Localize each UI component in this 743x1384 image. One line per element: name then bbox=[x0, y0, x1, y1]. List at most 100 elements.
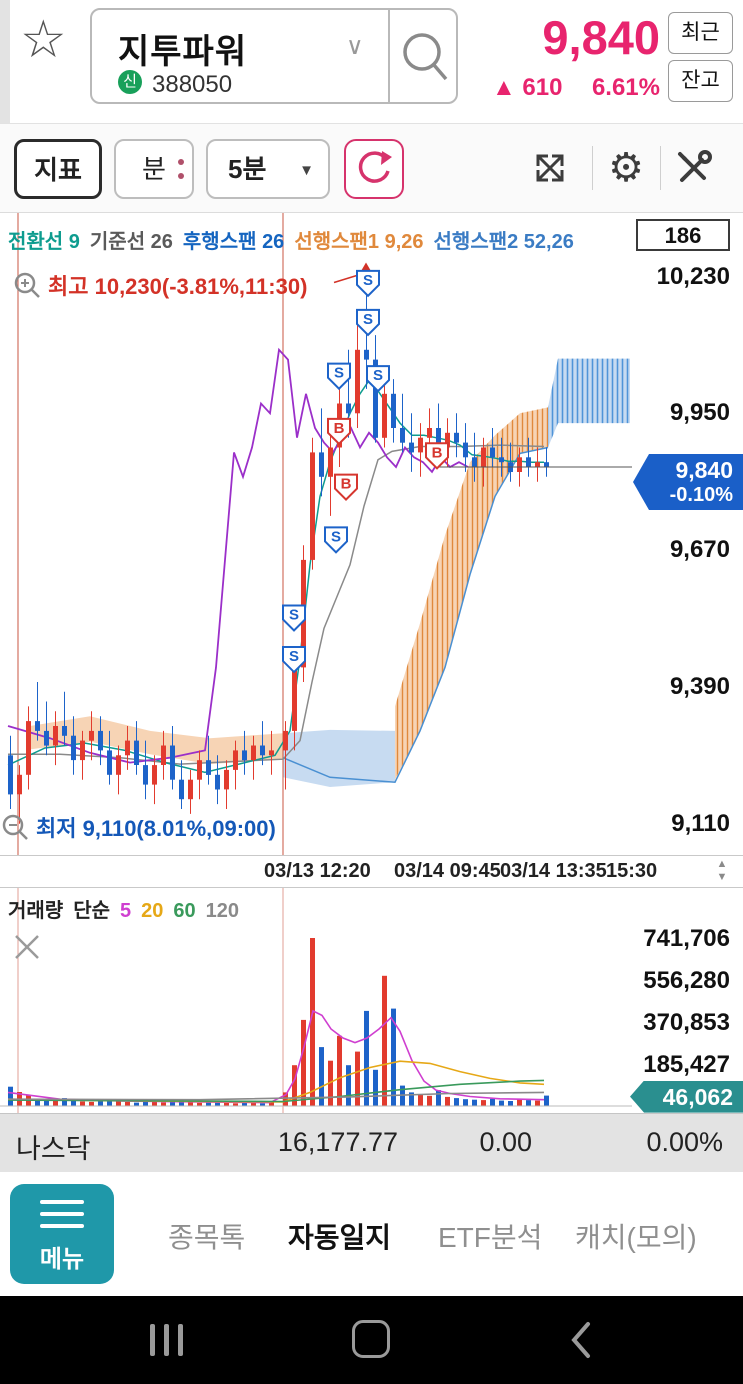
price-axis-label: 9,950 bbox=[669, 399, 730, 427]
legend-item: 선행스팬1 9,26 bbox=[294, 231, 424, 253]
volume-ma-label: 60 bbox=[173, 900, 196, 922]
volume-ma-label: 20 bbox=[141, 900, 164, 922]
nav-tab-4[interactable]: 캐치(모의) bbox=[575, 1222, 697, 1253]
svg-text:S: S bbox=[289, 606, 299, 623]
svg-text:S: S bbox=[289, 648, 299, 665]
bottom-nav: 메뉴 종목톡 자동일지 ETF분석 캐치(모의) bbox=[0, 1172, 743, 1296]
recents-icon[interactable] bbox=[150, 1324, 192, 1356]
chevron-down-icon[interactable]: ∨ bbox=[346, 33, 364, 60]
nav-tab-1[interactable]: 종목톡 bbox=[168, 1222, 246, 1253]
high-annotation: 최고 10,230(-3.81%,11:30) bbox=[12, 269, 307, 301]
legend-item: 전환선 9 bbox=[8, 231, 80, 253]
svg-text:S: S bbox=[363, 311, 373, 328]
price-chart[interactable]: S S S B B S S S S B 전환선 9 기준선 26 후행스팬 26 선행스팬1 9,26 선… bbox=[0, 213, 743, 855]
svg-text:B: B bbox=[341, 476, 352, 493]
low-annotation: 최저 9,110(8.01%,09:00) bbox=[0, 811, 276, 843]
caret-down-icon: ▼ bbox=[299, 162, 314, 179]
price-axis-label: 9,110 bbox=[671, 809, 730, 837]
axis-spinner[interactable]: ▲ ▼ bbox=[716, 858, 728, 883]
indicator-button[interactable]: 지표 bbox=[14, 139, 102, 199]
favorite-star-icon[interactable]: ☆ bbox=[20, 11, 67, 69]
minute-label: 분 bbox=[142, 154, 166, 184]
volume-legend: 거래량 단순 5 20 60 120 bbox=[8, 894, 249, 923]
change-value: ▲ 610 bbox=[492, 74, 563, 101]
scroll-strip bbox=[0, 0, 10, 123]
volume-legend-title: 거래량 bbox=[8, 900, 64, 922]
time-axis-label: 03/14 13:35 bbox=[500, 860, 607, 882]
volume-axis-label: 370,853 bbox=[643, 1009, 730, 1036]
menu-label: 메뉴 bbox=[39, 1246, 85, 1273]
nav-tab-2[interactable]: 자동일지 bbox=[288, 1222, 392, 1253]
settings-gear-icon[interactable]: ⚙ bbox=[608, 146, 644, 190]
android-navigation-bar bbox=[0, 1296, 743, 1384]
svg-text:S: S bbox=[331, 528, 341, 545]
menu-button[interactable]: 메뉴 bbox=[10, 1184, 114, 1284]
volume-ma-label: 120 bbox=[205, 900, 240, 922]
divider bbox=[660, 146, 661, 190]
change-percent: 6.61% bbox=[591, 74, 660, 101]
timeframe-label: 5분 bbox=[228, 154, 267, 184]
volume-axis-label: 741,706 bbox=[643, 925, 730, 952]
minute-button[interactable]: 분 bbox=[114, 139, 194, 199]
dot bbox=[178, 173, 184, 179]
current-price: 9,840 bbox=[542, 11, 660, 64]
header: ☆ 지투파워 ∨ 신 388050 9,840 ▲ 610 6.61% 최근 잔… bbox=[0, 0, 743, 123]
high-text: 최고 10,230(-3.81%,11:30) bbox=[48, 274, 308, 299]
price-axis-label: 9,670 bbox=[669, 536, 730, 564]
svg-text:B: B bbox=[432, 444, 443, 461]
current-price-tag: 9,840 -0.10% bbox=[633, 454, 743, 511]
volume-axis-label: 185,427 bbox=[643, 1050, 730, 1078]
svg-text:S: S bbox=[334, 365, 344, 382]
tag-price: 9,840 bbox=[675, 457, 733, 484]
zoom-out-icon[interactable] bbox=[0, 812, 30, 842]
index-strip[interactable]: 나스닥 16,177.77 0.00 0.00% bbox=[0, 1113, 743, 1172]
legend-item: 후행스팬 26 bbox=[182, 231, 285, 253]
balance-button[interactable]: 잔고 bbox=[668, 60, 733, 102]
nav-tab-3[interactable]: ETF분석 bbox=[438, 1222, 543, 1253]
divider bbox=[592, 146, 593, 190]
time-axis-label: 03/14 09:45 bbox=[394, 860, 501, 882]
zoom-in-icon[interactable] bbox=[12, 270, 42, 300]
time-axis-label: 15:30 bbox=[606, 860, 658, 882]
back-icon[interactable] bbox=[568, 1320, 594, 1360]
price-chart-canvas[interactable]: S S S B B S S S S B bbox=[0, 213, 632, 855]
tools-icon[interactable] bbox=[672, 146, 716, 190]
time-axis-label: 03/13 12:20 bbox=[264, 860, 371, 882]
volume-ma-label: 5 bbox=[120, 900, 132, 922]
new-stock-badge: 신 bbox=[118, 70, 142, 94]
volume-legend-type: 단순 bbox=[73, 900, 111, 922]
hamburger-icon bbox=[40, 1200, 84, 1236]
volume-axis-label: 556,280 bbox=[643, 966, 730, 994]
expand-icon[interactable] bbox=[528, 146, 572, 190]
stock-name: 지투파워 bbox=[118, 33, 248, 71]
timeframe-dropdown[interactable]: 5분 ▼ bbox=[206, 139, 330, 199]
price-axis-label: 10,230 bbox=[656, 262, 730, 290]
home-icon[interactable] bbox=[352, 1320, 390, 1358]
low-text: 최저 9,110(8.01%,09:00) bbox=[36, 816, 276, 841]
price-axis-label: 9,390 bbox=[669, 672, 730, 700]
refresh-button[interactable] bbox=[344, 139, 404, 199]
legend-item: 선행스팬2 52,26 bbox=[433, 231, 574, 253]
volume-chart-canvas[interactable] bbox=[0, 888, 632, 1113]
stock-selector[interactable]: 지투파워 ∨ 신 388050 bbox=[90, 8, 458, 104]
volume-chart[interactable]: 거래량 단순 5 20 60 120 741,706 556,280 370,853 185,4… bbox=[0, 888, 743, 1113]
index-percent: 0.00% bbox=[646, 1127, 723, 1157]
dot bbox=[178, 159, 184, 165]
legend-item: 기준선 26 bbox=[89, 231, 173, 253]
index-change: 0.00 bbox=[479, 1127, 532, 1157]
refresh-icon bbox=[358, 151, 392, 183]
index-name: 나스닥 bbox=[16, 1134, 91, 1164]
tag-percent: -0.10% bbox=[669, 484, 733, 507]
recent-button[interactable]: 최근 bbox=[668, 12, 733, 54]
search-button[interactable] bbox=[390, 10, 458, 102]
candle-count-box: 186 bbox=[636, 219, 730, 251]
price-change: ▲ 610 6.61% bbox=[492, 74, 660, 102]
close-icon[interactable] bbox=[12, 932, 42, 962]
svg-text:S: S bbox=[373, 367, 383, 384]
svg-text:B: B bbox=[334, 420, 345, 437]
indicator-legend: 전환선 9 기준선 26 후행스팬 26 선행스팬1 9,26 선행스팬2 52,26 bbox=[8, 225, 584, 254]
time-axis[interactable]: 03/13 12:20 03/14 09:45 03/14 13:35 15:30 ▲… bbox=[0, 855, 743, 888]
divider bbox=[388, 10, 390, 102]
svg-text:S: S bbox=[363, 272, 373, 289]
